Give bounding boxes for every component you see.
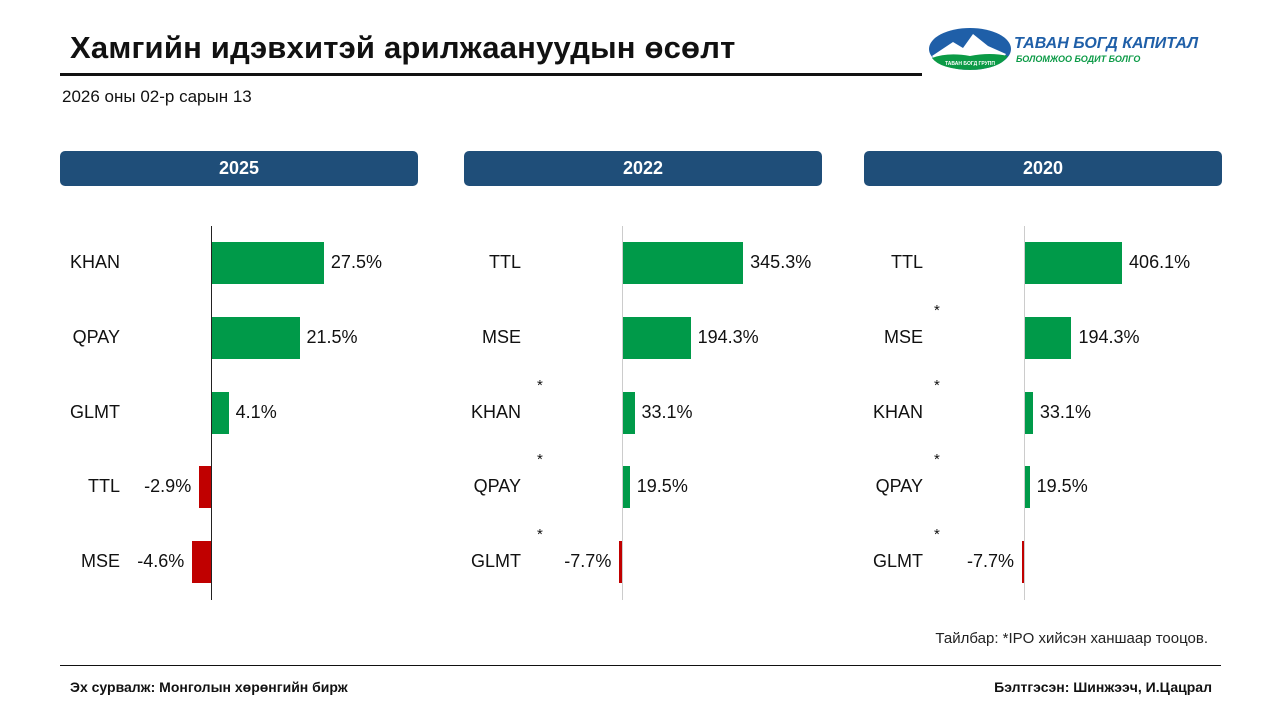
bar-qpay [1025,466,1030,508]
bar-glmt [212,392,229,434]
bar-khan [623,392,635,434]
category-label: TTL [87,476,120,496]
svg-text:БОЛОМЖОО БОДИТ БОЛГО: БОЛОМЖОО БОДИТ БОЛГО [1016,54,1140,64]
category-label: MSE [883,327,923,347]
category-label: QPAY [875,476,923,496]
footnote: Тайлбар: *IPO хийсэн ханшаар тооцов. [935,630,1208,647]
category-label: MSE [80,551,120,571]
chart-2020: TTL 406.1% MSE * 194.3% KHAN * 33.1% QPAY * 19.5% G… [800,200,1200,610]
bar-ttl [623,242,744,284]
svg-text:ТАВАН БОГД КАПИТАЛ: ТАВАН БОГД КАПИТАЛ [1014,35,1199,52]
ipo-marker: * [934,377,940,394]
category-label: TTL [488,252,521,272]
bar-glmt [1022,541,1024,583]
ipo-marker: * [537,526,543,543]
category-label: GLMT [69,402,120,422]
ipo-marker: * [537,377,543,394]
ipo-marker: * [934,302,940,319]
axis-line [211,226,212,600]
value-label: 345.3% [750,252,812,272]
category-label: KHAN [872,402,923,422]
category-label: QPAY [72,327,120,347]
report-date: 2026 оны 02-р сарын 13 [62,87,252,106]
value-label: -7.7% [966,551,1014,571]
svg-text:ТАВАН БОГД ГРУПП: ТАВАН БОГД ГРУПП [945,61,995,67]
axis-line [1024,226,1025,600]
footer-divider [60,665,1221,666]
value-label: 19.5% [1036,476,1088,496]
author-text: Бэлтгэсэн: Шинжээч, И.Цацрал [994,679,1212,695]
chart-2025: KHAN 27.5% QPAY 21.5% GLMT 4.1% TTL -2.9% MSE -4.… [0,200,400,610]
panel-header-2020: 2020 [864,151,1222,186]
value-label: 4.1% [235,402,277,422]
bar-qpay [623,466,630,508]
bar-khan [1025,392,1033,434]
value-label: -4.6% [137,551,185,571]
bar-mse [623,317,691,359]
page-title: Хамгийн идэвхитэй арилжаануудын өсөлт [70,30,736,65]
bar-mse [192,541,211,583]
company-logo: ТАВАН БОГД ГРУПП ТАВАН БОГД КАПИТАЛ БОЛО… [929,28,1199,70]
category-label: TTL [890,252,923,272]
category-label: KHAN [69,252,120,272]
axis-line [622,226,623,600]
value-label: 194.3% [697,327,759,347]
value-label: 194.3% [1078,327,1140,347]
category-label: MSE [481,327,521,347]
value-label: 33.1% [641,402,693,422]
bar-khan [212,242,324,284]
category-label: GLMT [470,551,521,571]
bar-mse [1025,317,1072,359]
bar-ttl [199,466,211,508]
ipo-marker: * [934,451,940,468]
panel-header-2022: 2022 [464,151,822,186]
value-label: 33.1% [1039,402,1091,422]
ipo-marker: * [934,526,940,543]
bar-qpay [212,317,300,359]
category-label: GLMT [872,551,923,571]
chart-2022: TTL 345.3% MSE 194.3% KHAN * 33.1% QPAY * 19.5% GL… [400,200,811,610]
value-label: -2.9% [144,476,192,496]
value-label: 27.5% [330,252,382,272]
bar-glmt [619,541,622,583]
value-label: 21.5% [306,327,358,347]
category-label: QPAY [473,476,521,496]
bar-ttl [1025,242,1123,284]
panel-header-2025: 2025 [60,151,418,186]
source-text: Эх сурвалж: Монголын хөрөнгийн бирж [70,679,348,695]
title-divider [60,73,922,76]
category-label: KHAN [470,402,521,422]
ipo-marker: * [537,451,543,468]
value-label: 19.5% [636,476,688,496]
value-label: -7.7% [564,551,612,571]
value-label: 406.1% [1129,252,1191,272]
